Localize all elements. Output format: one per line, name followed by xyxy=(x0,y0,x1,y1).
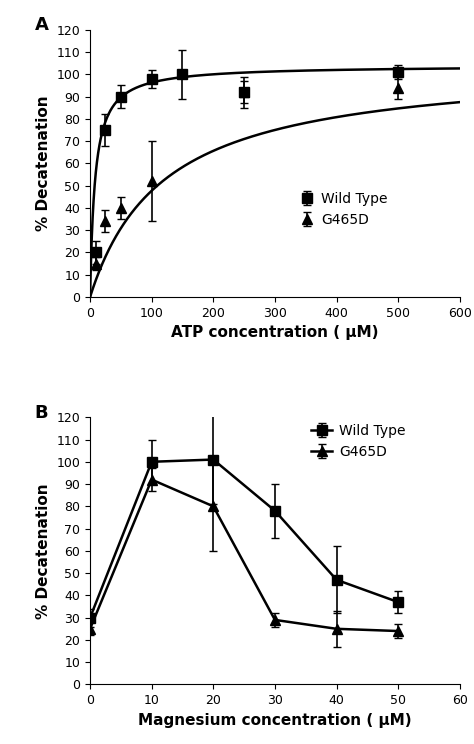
Y-axis label: % Decatenation: % Decatenation xyxy=(36,483,51,619)
Y-axis label: % Decatenation: % Decatenation xyxy=(36,95,51,231)
X-axis label: ATP concentration ( μM): ATP concentration ( μM) xyxy=(171,325,379,340)
X-axis label: Magnesium concentration ( μM): Magnesium concentration ( μM) xyxy=(138,713,412,728)
Legend: Wild Type, G465D: Wild Type, G465D xyxy=(301,192,388,227)
Legend: Wild Type, G465D: Wild Type, G465D xyxy=(311,424,406,459)
Text: B: B xyxy=(35,404,48,422)
Text: A: A xyxy=(35,16,48,34)
